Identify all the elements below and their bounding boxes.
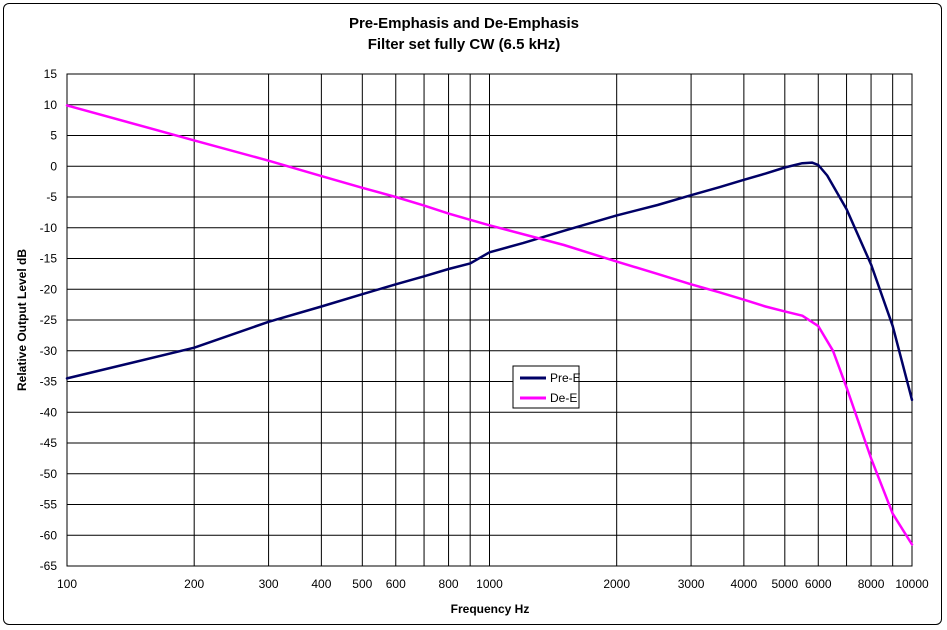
x-axis-label: Frequency Hz — [451, 602, 530, 616]
grid-lines — [66, 73, 913, 567]
y-axis-label: Relative Output Level dB — [15, 249, 29, 391]
y-tick-label: 10 — [44, 98, 58, 112]
series-lines — [65, 104, 914, 546]
x-tick-label: 2000 — [603, 577, 630, 591]
x-tick-label: 4000 — [731, 577, 758, 591]
x-tick-label: 100 — [57, 577, 77, 591]
y-tick-label: -45 — [40, 436, 58, 450]
y-tick-label: -20 — [40, 282, 58, 296]
y-tick-label: -50 — [40, 467, 58, 481]
y-tick-label: -30 — [40, 344, 58, 358]
y-tick-label: 0 — [50, 159, 57, 173]
x-tick-label: 1000 — [476, 577, 503, 591]
chart-subtitle: Filter set fully CW (6.5 kHz) — [368, 36, 561, 53]
x-tick-label: 800 — [439, 577, 459, 591]
y-tick-label: -10 — [40, 221, 58, 235]
x-tick-label: 200 — [184, 577, 204, 591]
y-tick-label: -35 — [40, 375, 58, 389]
y-tick-label: -15 — [40, 252, 58, 266]
y-tick-label: -65 — [40, 559, 58, 573]
y-tick-label: -5 — [46, 190, 57, 204]
legend: Pre-E De-E — [512, 365, 581, 409]
x-tick-label: 600 — [386, 577, 406, 591]
series-line-de-e — [65, 104, 914, 546]
x-tick-label: 400 — [311, 577, 331, 591]
x-tick-label: 3000 — [678, 577, 705, 591]
x-tick-label: 5000 — [771, 577, 798, 591]
x-tick-label: 300 — [259, 577, 279, 591]
legend-label-pre-e: Pre-E — [550, 371, 581, 385]
x-tick-label: 10000 — [895, 577, 929, 591]
x-tick-label: 8000 — [858, 577, 885, 591]
chart-title: Pre-Emphasis and De-Emphasis — [349, 15, 579, 32]
y-tick-label: -25 — [40, 313, 58, 327]
y-tick-label: -60 — [40, 528, 58, 542]
y-tick-label: 5 — [50, 129, 57, 143]
y-tick-label: -55 — [40, 498, 58, 512]
tick-labels: 15 10 5 0 -5 -10 -15 -20 -25 -30 -35 -40 -45 -50 -55 -6… — [40, 67, 929, 591]
x-tick-label: 500 — [352, 577, 372, 591]
series-line-pre-e — [65, 161, 914, 402]
legend-label-de-e: De-E — [550, 391, 577, 405]
y-tick-label: -40 — [40, 405, 58, 419]
x-tick-label: 6000 — [805, 577, 832, 591]
y-tick-label: 15 — [44, 67, 58, 81]
legend-box — [512, 365, 580, 409]
